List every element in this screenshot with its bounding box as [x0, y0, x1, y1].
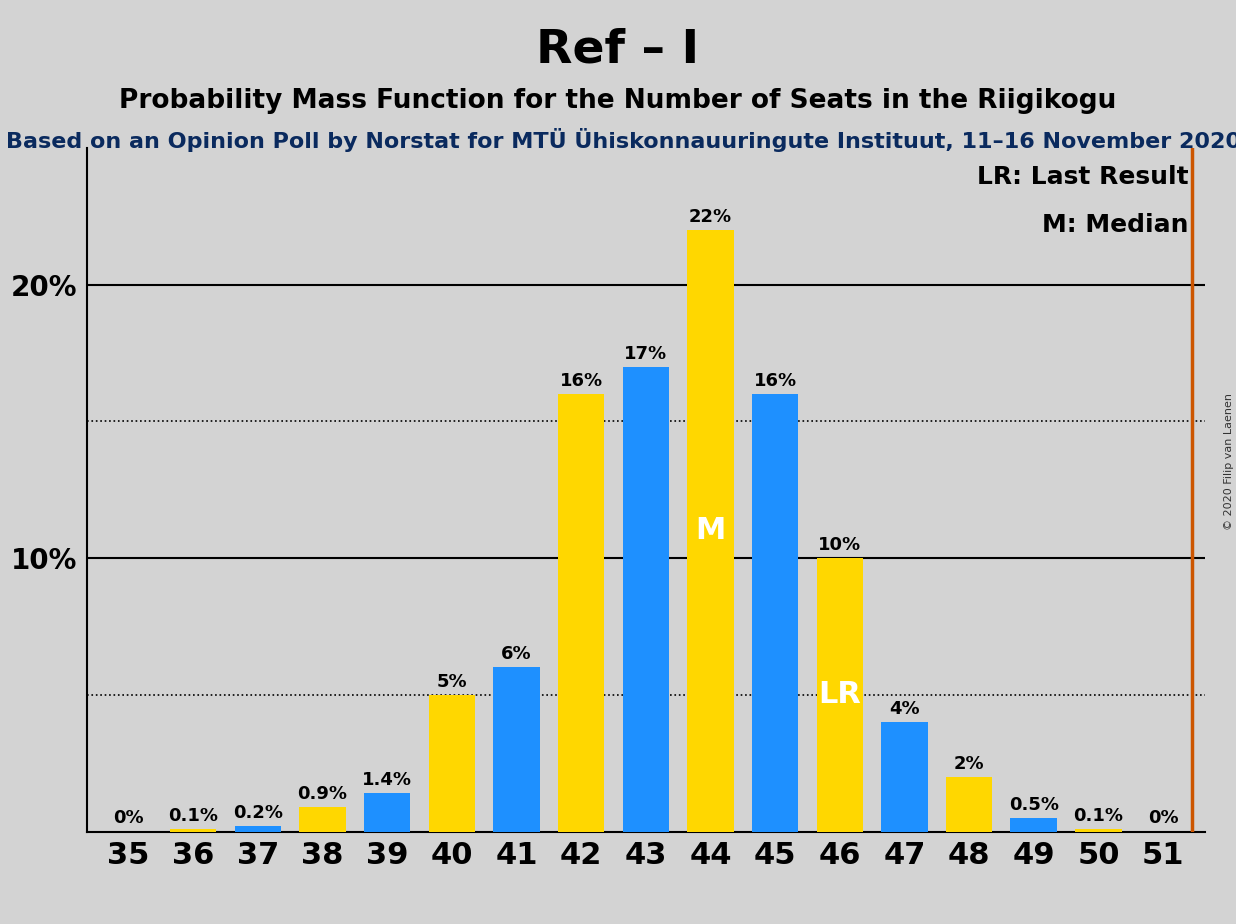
Bar — [493, 667, 540, 832]
Text: Based on an Opinion Poll by Norstat for MTÜ Ühiskonnauuringute Instituut, 11–16 : Based on an Opinion Poll by Norstat for … — [6, 128, 1236, 152]
Bar — [429, 695, 475, 832]
Bar — [557, 394, 604, 832]
Text: 0.1%: 0.1% — [168, 807, 219, 825]
Text: Ref – I: Ref – I — [536, 28, 700, 73]
Text: 4%: 4% — [889, 700, 920, 718]
Text: 5%: 5% — [436, 673, 467, 691]
Text: 0%: 0% — [114, 809, 143, 828]
Text: LR: Last Result: LR: Last Result — [976, 165, 1188, 188]
Text: 17%: 17% — [624, 345, 667, 362]
Text: LR: LR — [818, 680, 861, 710]
Text: 6%: 6% — [501, 645, 531, 663]
Text: Probability Mass Function for the Number of Seats in the Riigikogu: Probability Mass Function for the Number… — [120, 88, 1116, 114]
Bar — [1075, 829, 1122, 832]
Text: 0%: 0% — [1148, 809, 1178, 828]
Bar — [881, 723, 928, 832]
Text: 2%: 2% — [954, 755, 984, 772]
Bar — [623, 367, 669, 832]
Bar — [299, 807, 346, 832]
Text: M: M — [696, 517, 726, 545]
Bar — [363, 794, 410, 832]
Bar — [235, 826, 281, 832]
Text: 0.5%: 0.5% — [1009, 796, 1059, 814]
Text: 10%: 10% — [818, 536, 861, 554]
Bar — [751, 394, 798, 832]
Bar — [1011, 818, 1057, 832]
Text: M: Median: M: Median — [1042, 213, 1188, 237]
Bar — [687, 230, 734, 832]
Text: 1.4%: 1.4% — [362, 772, 412, 789]
Text: 16%: 16% — [560, 371, 603, 390]
Text: © 2020 Filip van Laenen: © 2020 Filip van Laenen — [1224, 394, 1234, 530]
Text: 0.2%: 0.2% — [232, 804, 283, 822]
Text: 0.9%: 0.9% — [298, 784, 347, 803]
Text: 22%: 22% — [688, 208, 732, 225]
Bar — [817, 558, 863, 832]
Bar — [946, 777, 993, 832]
Text: 16%: 16% — [754, 371, 797, 390]
Text: 0.1%: 0.1% — [1073, 807, 1124, 825]
Bar — [169, 829, 216, 832]
